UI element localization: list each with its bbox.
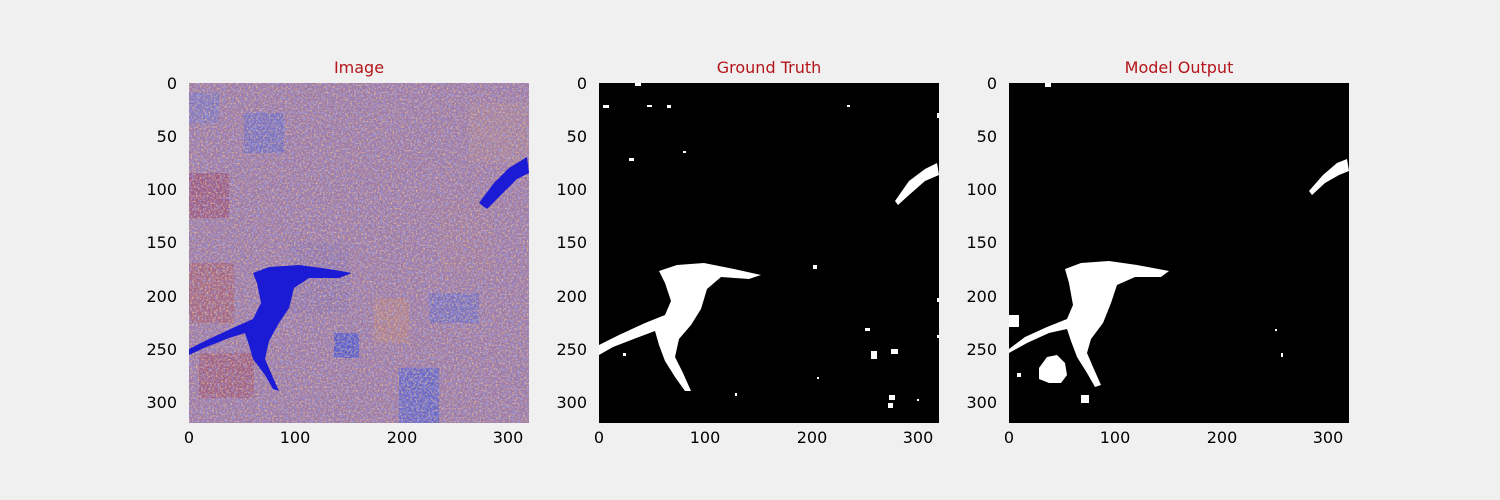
mask-foreground <box>599 83 939 408</box>
x-tick: 300 <box>492 428 524 447</box>
model-output-svg <box>1009 83 1349 423</box>
x-tick: 300 <box>1312 428 1344 447</box>
water-bodies <box>189 157 529 391</box>
y-tick: 250 <box>146 340 177 359</box>
ground-truth-svg <box>599 83 939 423</box>
mask-background <box>1009 83 1349 423</box>
panel-title-ground-truth: Ground Truth <box>716 58 822 77</box>
y-tick: 100 <box>556 180 587 199</box>
panel-title-image: Image <box>333 58 385 77</box>
x-tick: 100 <box>1099 428 1131 447</box>
x-tick: 200 <box>1206 428 1238 447</box>
y-tick: 50 <box>566 127 587 146</box>
y-tick: 150 <box>556 233 587 252</box>
y-tick: 300 <box>556 393 587 412</box>
y-tick: 150 <box>966 233 997 252</box>
y-tick: 250 <box>966 340 997 359</box>
y-tick: 50 <box>156 127 177 146</box>
x-tick: 100 <box>689 428 721 447</box>
x-tick: 0 <box>593 428 605 447</box>
y-tick: 200 <box>966 287 997 306</box>
satellite-image-svg <box>189 83 529 423</box>
panel-title-model-output: Model Output <box>1124 58 1234 77</box>
y-tick: 200 <box>556 287 587 306</box>
y-tick: 300 <box>966 393 997 412</box>
y-tick: 0 <box>166 74 177 93</box>
panel-model-output: Model Output 0 50 100 150 200 250 300 0 … <box>966 0 1389 500</box>
x-tick: 0 <box>183 428 195 447</box>
model-output-mask <box>1009 83 1349 423</box>
x-tick: 200 <box>386 428 418 447</box>
blue-speckle <box>189 83 529 423</box>
y-tick: 100 <box>146 180 177 199</box>
x-tick: 0 <box>1003 428 1015 447</box>
y-tick: 0 <box>576 74 587 93</box>
y-tick: 50 <box>976 127 997 146</box>
y-tick: 150 <box>146 233 177 252</box>
satellite-image <box>189 83 529 423</box>
x-tick: 100 <box>279 428 311 447</box>
mask-foreground <box>1009 83 1349 403</box>
mask-background <box>599 83 939 423</box>
x-tick: 300 <box>902 428 934 447</box>
y-tick: 200 <box>146 287 177 306</box>
panel-ground-truth: Ground Truth <box>556 0 979 500</box>
ground-truth-mask <box>599 83 939 423</box>
y-tick: 0 <box>986 74 997 93</box>
x-tick: 200 <box>796 428 828 447</box>
y-tick: 250 <box>556 340 587 359</box>
y-tick: 100 <box>966 180 997 199</box>
y-tick: 300 <box>146 393 177 412</box>
panel-image: Image <box>146 0 569 500</box>
